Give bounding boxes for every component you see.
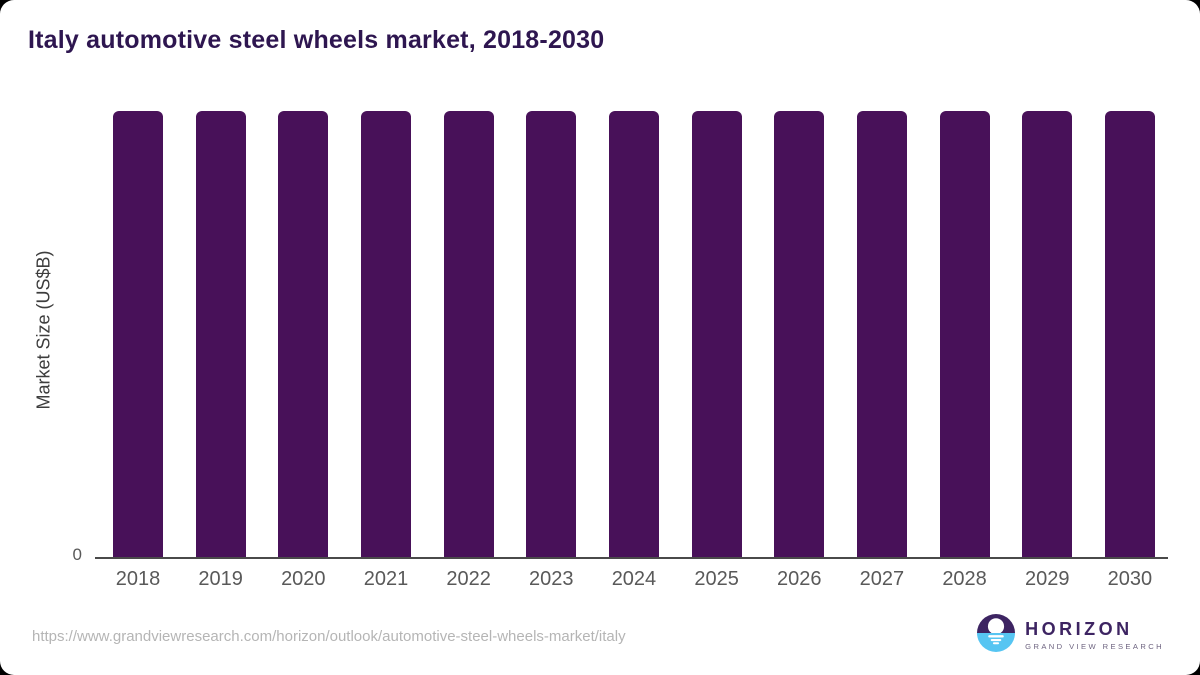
horizon-logo-icon (977, 614, 1016, 657)
bar-2027 (856, 111, 907, 557)
y-axis-zero-tick: 0 (72, 545, 82, 564)
source-url: https://www.grandviewresearch.com/horizo… (32, 628, 626, 645)
bar-2030 (1104, 111, 1155, 557)
bar-2020 (278, 111, 329, 557)
bar-2026 (774, 111, 825, 557)
bar-2022 (443, 111, 494, 557)
chart-title: Italy automotive steel wheels market, 20… (28, 26, 605, 54)
x-tick-label-2029: 2029 (1024, 568, 1070, 590)
bar-2018 (113, 111, 163, 557)
y-axis-title: Market Size (US$B) (33, 250, 54, 410)
bar-2029 (1022, 111, 1073, 557)
bar-2019 (195, 111, 246, 557)
x-axis-labels: 2018 2019 2020 2021 2022 2023 2024 2025 2026 2027… (95, 568, 1168, 591)
brand-subtitle: GRAND VIEW RESEARCH (1025, 641, 1164, 651)
x-tick-label-2027: 2027 (859, 568, 905, 590)
x-tick-label-2025: 2025 (694, 568, 739, 590)
x-tick-label-2020: 2020 (281, 568, 326, 590)
x-tick-label-2023: 2023 (529, 568, 574, 590)
x-tick-label-2030: 2030 (1107, 568, 1153, 590)
bar-2025 (691, 111, 742, 557)
brand-text: HORIZON GRAND VIEW RESEARCH (1025, 619, 1164, 651)
bar-2021 (360, 111, 411, 557)
bars (95, 111, 1168, 557)
bar-2023 (526, 111, 577, 557)
bar-2024 (608, 111, 659, 557)
x-tick-label-2021: 2021 (363, 568, 409, 590)
brand-name: HORIZON (1025, 619, 1133, 640)
bar-2028 (939, 111, 990, 557)
x-tick-label-2018: 2018 (115, 568, 161, 590)
x-tick-label-2022: 2022 (446, 568, 491, 590)
plot-area (95, 111, 1168, 559)
x-tick-label-2028: 2028 (942, 568, 987, 590)
x-tick-label-2019: 2019 (198, 568, 243, 590)
x-tick-label-2024: 2024 (611, 568, 657, 590)
x-tick-label-2026: 2026 (777, 568, 822, 590)
brand-logo: HORIZON GRAND VIEW RESEARCH (977, 614, 1164, 657)
